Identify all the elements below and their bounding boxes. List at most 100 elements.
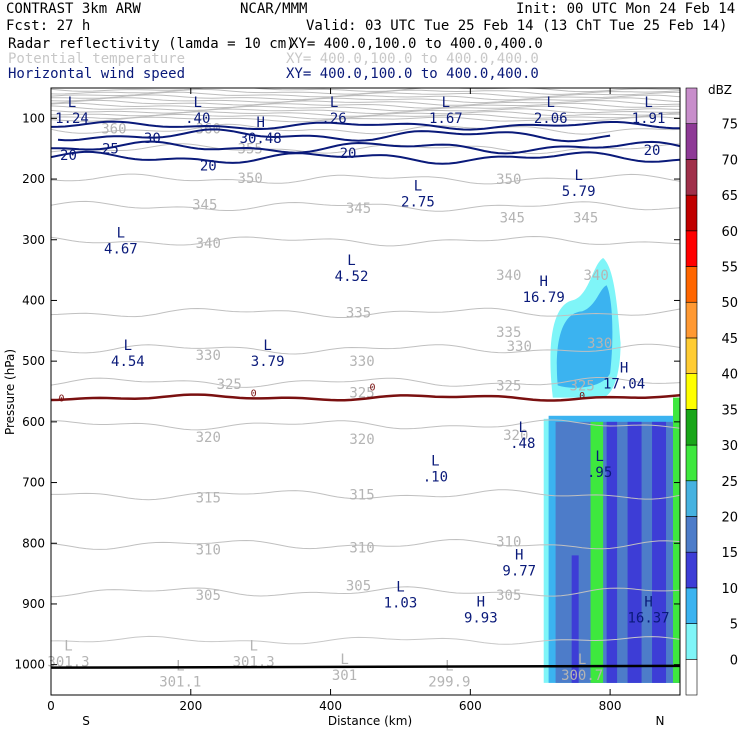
extremum-value: 1.24: [55, 111, 89, 127]
extremum-type: L: [396, 580, 404, 596]
surface-extremum-type: L: [64, 639, 72, 655]
valid-time: Valid: 03 UTC Tue 25 Feb 14 (13 ChT Tue …: [306, 18, 727, 34]
colorbar-tick-label: 5: [730, 618, 738, 633]
model-title: CONTRAST 3km ARW: [6, 1, 141, 17]
theta-label: 310: [496, 534, 521, 550]
extremum-type: L: [519, 420, 527, 436]
extremum-l: L1.91: [632, 95, 666, 127]
extremum-type: L: [595, 449, 603, 465]
extremum-value: .40: [185, 111, 210, 127]
theta-label: 315: [349, 488, 374, 504]
extremum-value: 9.93: [464, 611, 498, 627]
extremum-value: .10: [423, 469, 448, 485]
header: CONTRAST 3km ARW NCAR/MMM Init: 00 UTC M…: [6, 1, 735, 82]
theta-label: 310: [196, 542, 221, 558]
extremum-h: H17.04: [603, 360, 645, 392]
theta-contour-305: [51, 586, 680, 598]
theta-label: 345: [500, 210, 525, 226]
wind-contour-25: [51, 140, 680, 155]
colorbar-swatch: [685, 87, 698, 125]
field-2-name: Potential temperature: [8, 51, 185, 67]
surface-extremum-type: L: [578, 652, 586, 668]
extremum-value: 4.52: [335, 269, 369, 285]
surface-extremum-value: 300.7: [561, 668, 603, 684]
reflectivity-field: [543, 257, 680, 683]
colorbar-swatch: [685, 551, 698, 589]
x-tick-label: 400: [319, 699, 342, 713]
colorbar-tick-label: 65: [721, 189, 738, 204]
y-tick-label: 300: [22, 233, 45, 247]
field-3-name: Horizontal wind speed: [8, 66, 185, 82]
y-axis-label: Pressure (hPa): [3, 349, 17, 435]
extremum-l: L1.24: [55, 95, 89, 127]
theta-upper-line: [51, 116, 680, 123]
theta-contour-340: [51, 235, 680, 247]
institution-label: NCAR/MMM: [240, 1, 307, 17]
terrain-line: [50, 664, 681, 669]
theta-contour-355: [51, 143, 680, 155]
theta-contour-325: [51, 377, 680, 388]
colorbar-tick-label: 15: [721, 546, 738, 561]
extremum-type: H: [515, 547, 523, 563]
extremum-l: L4.52: [335, 253, 369, 285]
extremum-type: L: [117, 226, 125, 242]
wind-label: 20: [200, 159, 217, 175]
reflectivity-cell: [652, 421, 667, 683]
theta-upper-line: [51, 88, 680, 93]
field-1-name: Radar reflectivity (lamda = 10 cm): [8, 36, 295, 52]
extremum-value: 30.48: [240, 131, 282, 147]
extremum-value: 1.67: [429, 111, 463, 127]
x-tick-label: 800: [599, 699, 622, 713]
colorbar-tick-label: 55: [721, 261, 738, 276]
theta-label: 305: [496, 588, 521, 604]
theta-label: 330: [349, 354, 374, 370]
colorbar-tick-label: 75: [721, 118, 738, 133]
extremum-value: 16.37: [627, 611, 669, 627]
theta-upper-line: [51, 108, 680, 114]
theta-contour-330: [51, 343, 680, 355]
freezing-level-line: [51, 393, 680, 402]
extremum-type: L: [414, 178, 422, 194]
theta-label: 305: [196, 588, 221, 604]
theta-label: 340: [496, 268, 521, 284]
theta-upper-line: [51, 99, 680, 106]
theta-label: 325: [570, 378, 595, 394]
surface-line: [50, 664, 681, 669]
reflectivity-cell: [673, 397, 680, 683]
field-2-xy: XY= 400.0,100.0 to 400.0,400.0: [286, 51, 539, 67]
extremum-l: L1.03: [384, 580, 418, 612]
wind-label: 20: [340, 146, 357, 162]
freezing-level: 0 0 0 0: [51, 383, 680, 405]
colorbar-swatch: [685, 266, 698, 303]
colorbar-tick-label: 10: [721, 582, 738, 597]
extremum-value: 4.67: [104, 242, 138, 258]
colorbar-tick-label: 0: [730, 653, 738, 668]
extremum-value: .48: [510, 436, 535, 452]
wind-contour-35: [51, 120, 680, 131]
extremum-value: .26: [321, 111, 346, 127]
surface-extremum-value: 301: [332, 668, 357, 684]
colorbar-swatch: [685, 337, 698, 374]
wind-contours: 30 25 20 20 20 20: [51, 120, 680, 175]
extremum-value: 5.79: [562, 184, 596, 200]
colorbar-tick-label: 40: [721, 368, 738, 383]
surface-extremum-value: 299.9: [428, 675, 470, 691]
theta-label: 320: [349, 432, 374, 448]
extremum-type: L: [431, 453, 439, 469]
extremum-type: L: [330, 95, 338, 111]
extremum-value: 2.75: [401, 194, 435, 210]
theta-label: 305: [346, 579, 371, 595]
theta-contour-310: [51, 538, 680, 550]
y-tick-label: 200: [22, 172, 45, 186]
colorbar-swatch: [685, 587, 698, 624]
reflectivity-cell: [590, 421, 604, 683]
extremum-l: L4.54: [111, 338, 145, 370]
extremum-value: 3.79: [251, 354, 285, 370]
colorbar-swatch: [685, 373, 698, 410]
extremum-l: L5.79: [562, 168, 596, 200]
colorbar-swatch: [685, 301, 698, 339]
theta-upper-line: [51, 94, 680, 101]
